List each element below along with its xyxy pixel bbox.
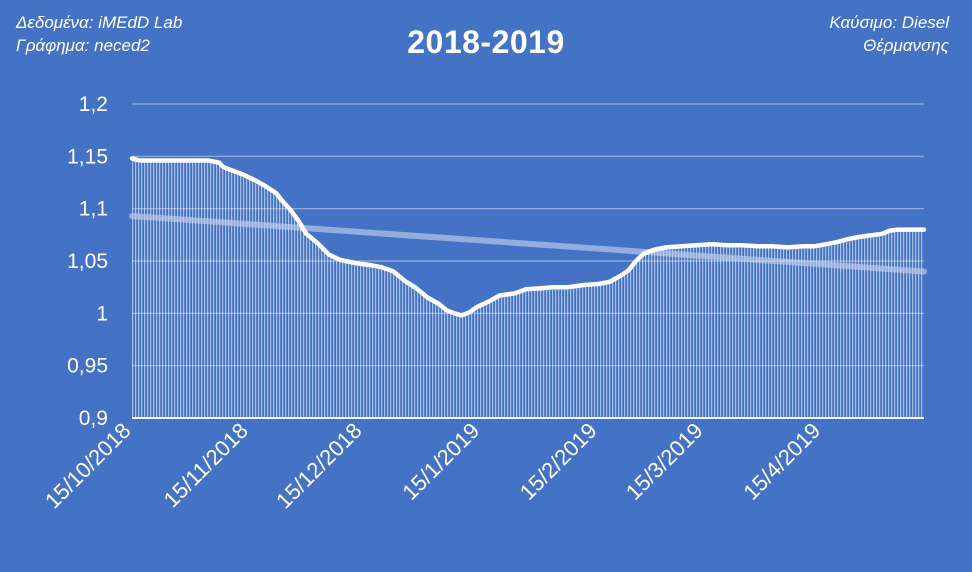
fuel-type: Καύσιμο: Diesel Θέρμανσης (829, 11, 949, 57)
y-tick-label: 1,15 (67, 145, 108, 168)
y-tick-label: 1 (96, 302, 108, 325)
y-tick-label: 1,1 (79, 198, 108, 221)
x-tick-label: 15/12/2018 (271, 418, 367, 514)
x-axis-ticks: 15/10/2018 15/11/2018 15/12/2018 15/1/2019 1… (40, 418, 825, 514)
y-tick-label: 1,05 (67, 250, 108, 273)
x-tick-label: 15/2/2019 (515, 418, 602, 505)
price-area (132, 158, 924, 418)
x-tick-label: 15/11/2018 (159, 418, 253, 512)
x-tick-label: 15/4/2019 (738, 418, 825, 505)
y-tick-label: 1,2 (79, 93, 108, 116)
x-tick-label: 15/3/2019 (621, 418, 708, 505)
fuel-type-label: Καύσιμο: Diesel (829, 13, 949, 32)
fuel-type-label-2: Θέρμανσης (863, 36, 949, 55)
data-source-label: Δεδομένα: iMEdD Lab (16, 13, 183, 32)
chart-title: 2018-2019 (407, 24, 565, 60)
x-tick-label: 15/1/2019 (397, 418, 484, 505)
y-tick-label: 0,9 (79, 407, 108, 430)
trendline (129, 212, 927, 275)
price-line (129, 156, 927, 318)
source-credit: Δεδομένα: iMEdD Lab Γράφημα: neced2 (16, 11, 182, 57)
y-tick-label: 0,95 (67, 355, 108, 378)
x-tick-label: 15/10/2018 (40, 418, 136, 514)
chart-author-label: Γράφημα: neced2 (16, 36, 150, 55)
y-axis-ticks: 1,2 1,15 1,1 1,05 1 0,95 0,9 (67, 93, 108, 430)
